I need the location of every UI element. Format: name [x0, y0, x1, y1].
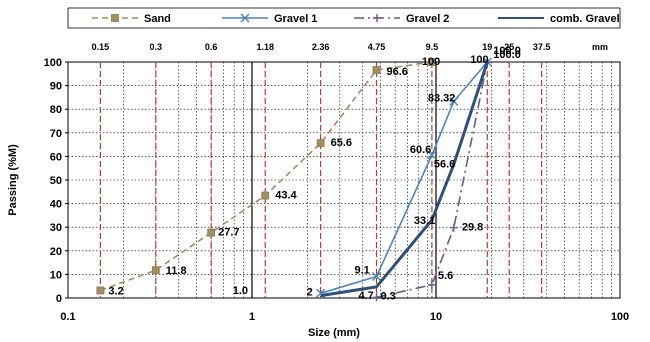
- data-label: 96.6: [387, 66, 408, 78]
- series-gravel-2: [372, 58, 492, 302]
- data-label: 3.2: [108, 285, 123, 297]
- sieve-size-label: 9.5: [426, 42, 439, 52]
- sand-marker: [96, 286, 105, 295]
- sand-marker: [207, 228, 216, 237]
- y-axis-title: Passing (%M): [7, 144, 19, 216]
- sand-marker: [372, 66, 381, 74]
- y-tick-label: 70: [50, 128, 62, 140]
- y-tick-label: 10: [50, 269, 62, 281]
- legend: Sand Gravel 1 Gravel 2 comb. Gravel: [67, 7, 621, 29]
- series-layer: [96, 57, 492, 302]
- legend-item: Sand: [92, 13, 171, 25]
- data-label: 27.7: [218, 227, 239, 239]
- data-label: 83.32: [428, 92, 456, 104]
- data-label: 9.1: [355, 265, 370, 277]
- major-gridlines: [251, 62, 437, 298]
- x-tick-label: 10: [430, 311, 442, 323]
- y-tick-label: 90: [50, 81, 62, 93]
- legend-label: Sand: [144, 13, 171, 25]
- gravel2-marker: [427, 280, 436, 289]
- gravel2-marker: [372, 293, 381, 302]
- sand-marker: [428, 58, 436, 66]
- x-tick-label: 100: [611, 311, 629, 323]
- gravel1-marker: [240, 13, 250, 23]
- data-label: 29.8: [462, 222, 483, 234]
- legend-item: Gravel 1: [222, 13, 317, 25]
- sieve-size-label: 0.3: [150, 42, 163, 52]
- data-label: 100.0: [493, 45, 521, 57]
- legend-label: Gravel 1: [274, 13, 317, 25]
- sieve-size-label: 37.5: [533, 42, 551, 52]
- gravel1-marker: [427, 150, 437, 160]
- sieve-size-label: 19: [482, 42, 492, 52]
- data-label: 4.7: [359, 290, 374, 302]
- sieve-size-label: 1.18: [256, 42, 274, 52]
- data-label: 65.6: [331, 137, 352, 149]
- y-tick-label: 50: [50, 175, 62, 187]
- legend-label: comb. Gravel: [550, 13, 620, 25]
- sand-marker: [111, 14, 119, 22]
- sand-marker: [261, 191, 270, 200]
- legend-item: comb. Gravel: [498, 13, 620, 25]
- y-tick-label: 0: [56, 293, 62, 305]
- sieve-size-label: 2.36: [312, 42, 330, 52]
- gravel2-marker: [449, 223, 458, 232]
- legend-label: Gravel 2: [406, 13, 449, 25]
- sieve-size-label: 25: [504, 42, 514, 52]
- x-tick-label: 0.1: [60, 311, 75, 323]
- sieve-unit-label: mm: [592, 42, 608, 52]
- data-label: 100: [470, 54, 488, 66]
- data-label: 33.1: [414, 215, 435, 227]
- legend-item: Gravel 2: [354, 13, 449, 25]
- y-tick-label: 80: [50, 104, 62, 116]
- gravel1-marker: [449, 96, 459, 106]
- y-tick-label: 40: [50, 199, 62, 211]
- sand-marker: [151, 266, 160, 275]
- y-tick-label: 60: [50, 151, 62, 163]
- sieve-size-label: 0.15: [92, 42, 110, 52]
- data-label: 43.4: [275, 190, 297, 202]
- data-label: 56.6: [434, 158, 455, 170]
- data-label: 11.8: [166, 265, 187, 277]
- data-label: 60.6: [410, 144, 431, 156]
- sieve-size-label: 4.75: [368, 42, 386, 52]
- x-tick-label: 1: [249, 311, 255, 323]
- gravel1-marker: [372, 272, 382, 282]
- y-tick-label: 20: [50, 246, 62, 258]
- sieve-size-lines: [99, 62, 543, 298]
- x-tick-label: 1.0: [233, 285, 248, 297]
- axes: 0.15 0.3 0.6 1.18 2.36 4.75 9.5 19 25 37.5 mm01020…: [7, 42, 629, 339]
- series-line: [320, 61, 489, 298]
- sieve-size-label: 0.6: [205, 42, 218, 52]
- x-axis-title: Size (mm): [308, 327, 360, 339]
- data-label: 100.0: [493, 49, 521, 61]
- sand-marker: [316, 139, 325, 148]
- series-comb-gravel: [320, 61, 489, 298]
- data-label: 5.6: [438, 270, 453, 282]
- data-labels: 3.2 11.8 27.7 43.4 65.6 96.6 100 2 9.1 60.6 83.32 1…: [108, 45, 520, 302]
- data-label: 0.3: [381, 290, 396, 302]
- series-line: [376, 61, 489, 299]
- series-sand: [96, 58, 436, 295]
- data-label: 100: [422, 56, 440, 68]
- legend-box: [67, 7, 621, 29]
- data-label: 2: [307, 286, 313, 298]
- y-tick-label: 100: [44, 57, 62, 69]
- gravel2-marker: [373, 14, 381, 22]
- y-tick-label: 30: [50, 222, 62, 234]
